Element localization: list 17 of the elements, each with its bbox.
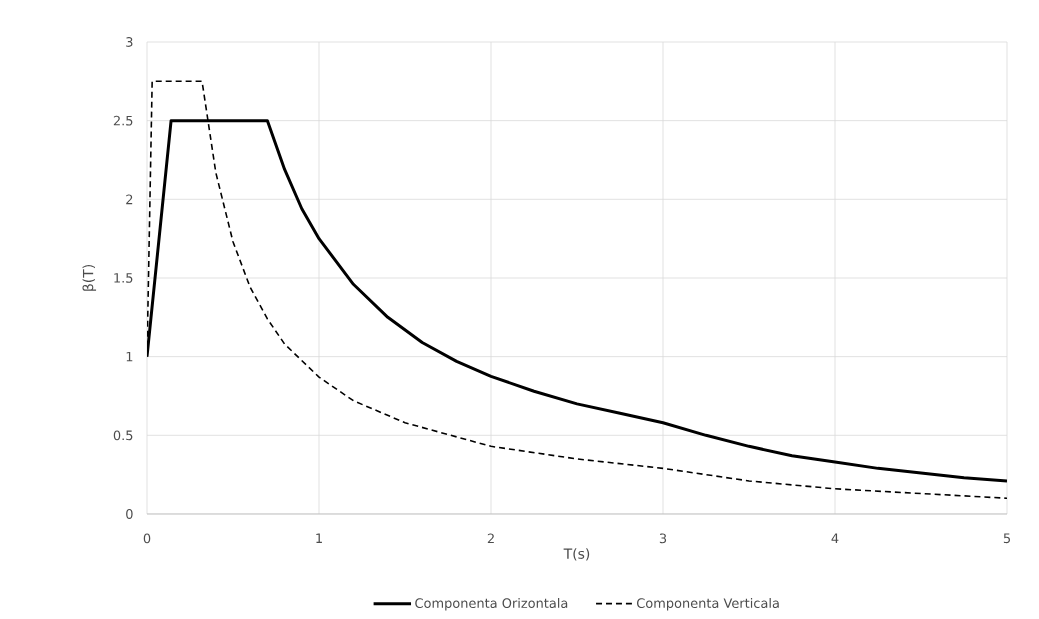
y-tick-label: 0.5 [113,430,133,441]
x-tick-label: 4 [831,533,839,543]
legend-label: Componenta Verticala [636,598,779,611]
y-tick-label: 2.5 [113,115,133,126]
x-tick-label: 1 [316,533,322,543]
y-tick-label: 0 [126,509,133,519]
x-tick-label: 3 [659,533,667,544]
y-tick-label: 3 [126,37,133,47]
legend-label: Componenta Orizontala [415,598,568,611]
y-tick-label: 2 [126,194,133,205]
x-axis-title: T(s) [563,548,590,561]
x-tick-label: 0 [143,533,151,544]
y-tick-label: 1 [126,351,133,362]
x-tick-label: 2 [487,533,494,544]
y-axis-title: β(T) [82,265,97,291]
x-tick-label: 5 [1003,533,1010,544]
y-tick-label: 1.5 [114,273,133,283]
